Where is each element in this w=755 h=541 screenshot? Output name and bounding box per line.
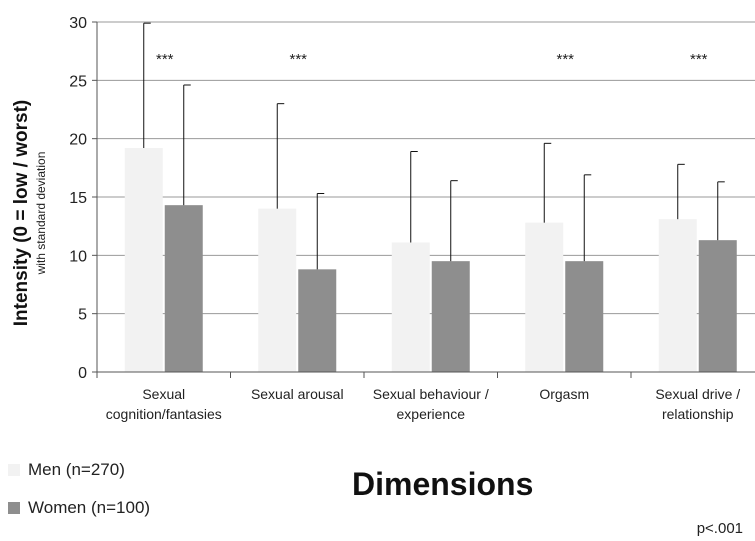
x-category-label: Sexual drive / (655, 386, 740, 402)
labels: 0 5 10 15 20 25 30 Sexual cognition/fantasies ***… (69, 15, 740, 422)
legend-swatch-women (8, 502, 20, 514)
legend-item-men: Men (n=270) (8, 460, 125, 480)
y-tick-label: 25 (69, 73, 87, 90)
significance-marker: *** (690, 51, 708, 68)
bar-women (431, 261, 470, 372)
legend-swatch-men (8, 464, 20, 476)
bar-women (698, 240, 737, 372)
x-category-label: Sexual behaviour / (373, 386, 489, 402)
bar-men (658, 219, 697, 372)
bar-men (525, 222, 564, 372)
axes (92, 21, 755, 378)
x-category-label: experience (397, 406, 466, 422)
error-bars (143, 22, 725, 270)
y-tick-label: 10 (69, 248, 87, 265)
legend-label-men: Men (n=270) (28, 460, 125, 479)
x-category-label: Sexual arousal (251, 386, 344, 402)
bar-chart: 0 5 10 15 20 25 30 Sexual cognition/fantasies ***… (11, 15, 755, 422)
x-category-label: cognition/fantasies (106, 406, 222, 422)
y-tick-label: 20 (69, 132, 87, 149)
legend-label-women: Women (n=100) (28, 498, 151, 517)
bar-men (258, 208, 297, 372)
bar-women (298, 269, 337, 372)
significance-note: p<.001 (696, 520, 743, 537)
significance-marker: *** (289, 51, 307, 68)
x-category-label: relationship (662, 406, 734, 422)
bar-women (164, 205, 203, 372)
y-tick-label: 5 (78, 307, 87, 324)
y-tick-label: 30 (69, 15, 87, 32)
legend-item-women: Women (n=100) (8, 498, 150, 518)
y-axis-title: Intensity (0 = low / worst) (11, 100, 32, 326)
significance-marker: *** (556, 51, 574, 68)
bar-men (391, 242, 430, 372)
x-axis-title: Dimensions (352, 466, 534, 502)
significance-marker: *** (156, 51, 174, 68)
x-category-label: Orgasm (539, 386, 589, 402)
bar-women (565, 261, 604, 372)
bar-men (124, 148, 163, 372)
x-category-label: Sexual (142, 386, 185, 402)
bars (124, 148, 737, 372)
y-tick-label: 0 (78, 365, 87, 382)
y-tick-label: 15 (69, 190, 87, 207)
gridlines (97, 21, 755, 315)
y-axis-subtitle: with standard deviation (34, 152, 48, 276)
